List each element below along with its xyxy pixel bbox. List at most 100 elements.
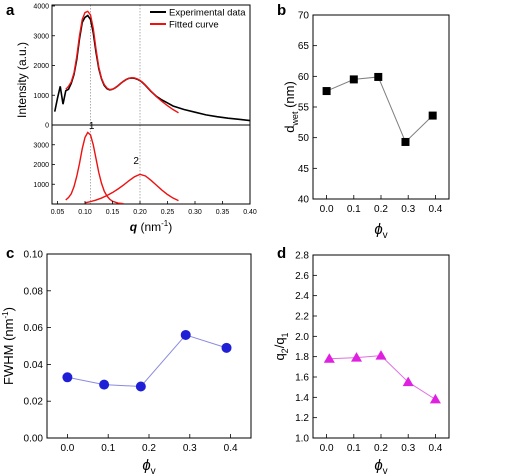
x-axis-label-b: ϕv — [374, 221, 387, 241]
data-point-b-1 — [349, 75, 358, 84]
ytick-label-c-3: 0.06 — [24, 323, 44, 334]
xtick-label-b-0: 0.0 — [320, 204, 334, 215]
data-point-b-3 — [401, 137, 410, 146]
curves-top — [53, 10, 250, 122]
x-axis-label-close: ) — [168, 220, 172, 234]
data-point-b-0 — [322, 87, 331, 96]
ytick-label-top-0: 0 — [45, 123, 49, 130]
series-peak-2 — [84, 173, 179, 204]
xtick-label-b-4: 0.4 — [428, 204, 442, 215]
data-point-c-0 — [62, 372, 73, 383]
data-point-d-2 — [375, 350, 387, 360]
xtick-label-d-2: 0.2 — [374, 443, 388, 454]
x-axis-label-a: q (nm-1) — [130, 219, 172, 234]
data-point-b-2 — [374, 72, 383, 81]
plot-frame-d — [312, 254, 450, 439]
plot-frame-bottom — [51, 124, 251, 205]
ytick-label-b-6: 70 — [298, 11, 310, 22]
data-point-d-0 — [323, 353, 335, 363]
y-label-d: d — [282, 126, 297, 133]
ytick-label-d-2: 1.4 — [295, 393, 309, 404]
y-axis-label-c: FWHM (nm-1) — [1, 307, 16, 385]
xtick-label-c-2: 0.2 — [142, 443, 156, 454]
ytick-label-top-4: 4000 — [33, 4, 49, 11]
x-axis-label-phi-b: ϕ — [374, 221, 382, 238]
ytick-label-top-3: 3000 — [33, 33, 49, 40]
ytick-label-top-1: 1000 — [33, 93, 49, 100]
xtick-label-4: 0.25 — [161, 209, 175, 216]
ytick-label-b-2: 50 — [298, 133, 310, 144]
ytick-label-d-9: 2.8 — [295, 251, 309, 262]
ytick-label-c-1: 0.02 — [24, 397, 44, 408]
xtick-label-5: 0.30 — [188, 209, 202, 216]
series-peak-1 — [65, 131, 124, 204]
ytick-label-b-5: 65 — [298, 41, 310, 52]
plot-frame-b — [312, 14, 450, 200]
y-label-sub-1: 1 — [280, 332, 290, 337]
panel-c: c 0.0 0.1 0.2 0.3 0.4 0.00 0.02 0.04 0.06 0.08 0.10… — [1, 245, 252, 475]
xtick-label-d-1: 0.1 — [347, 443, 361, 454]
series-line-d — [329, 355, 436, 400]
xtick-label-c-0: 0.0 — [60, 443, 74, 454]
x-axis-label-q: q — [130, 220, 138, 234]
y-label-fwhm: FWHM (nm — [1, 319, 16, 385]
ytick-label-c-0: 0.00 — [24, 434, 44, 445]
data-point-c-1 — [99, 379, 110, 390]
x-axis-label-sub-c: v — [151, 466, 156, 475]
panel-a: a 0 1000 2000 3000 4000 1000 2000 3000 0.05 0.10 0.… — [6, 2, 257, 234]
xtick-label-d-4: 0.4 — [428, 443, 442, 454]
curves-bottom — [65, 131, 179, 204]
panel-letter-a: a — [6, 2, 15, 19]
panel-b: b 0.0 0.1 0.2 0.3 0.4 40 45 50 55 60 65 70 ϕv dwet (nm… — [277, 2, 450, 241]
data-point-c-2 — [135, 381, 146, 392]
ytick-label-d-5: 2.0 — [295, 332, 309, 343]
panel-letter-b: b — [277, 2, 286, 19]
data-point-d-1 — [351, 352, 363, 362]
xtick-label-6: 0.35 — [216, 209, 230, 216]
x-axis-label-sub-d: v — [383, 466, 388, 475]
ytick-label-d-0: 1.0 — [295, 434, 309, 445]
xtick-label-d-0: 0.0 — [320, 443, 334, 454]
x-axis-label-phi-c: ϕ — [142, 457, 150, 474]
ytick-label-d-7: 2.4 — [295, 291, 309, 302]
y-axis-label-b: dwet (nm) — [282, 81, 300, 133]
y-label-mid: /q — [272, 337, 287, 348]
y-label-sub-2: 2 — [280, 348, 290, 353]
y-label-sub-wet: wet — [290, 111, 300, 127]
ytick-label-d-1: 1.2 — [295, 413, 309, 424]
xtick-label-b-1: 0.1 — [347, 204, 361, 215]
ytick-label-bottom-0: 1000 — [33, 182, 49, 189]
y-label-close-c: ) — [1, 307, 16, 311]
xtick-label-0: 0.05 — [51, 209, 65, 216]
ytick-label-d-4: 1.8 — [295, 352, 309, 363]
ytick-label-c-4: 0.08 — [24, 286, 44, 297]
x-axis-label-exp: -1 — [161, 219, 169, 228]
series-line-b — [326, 76, 434, 143]
series-line-c — [67, 334, 227, 387]
data-point-c-4 — [221, 342, 232, 353]
data-point-b-4 — [428, 111, 437, 120]
xtick-label-b-3: 0.3 — [401, 204, 415, 215]
xtick-label-b-2: 0.2 — [374, 204, 388, 215]
xtick-label-c-3: 0.3 — [183, 443, 197, 454]
ytick-label-b-0: 40 — [298, 195, 310, 206]
xtick-label-c-4: 0.4 — [224, 443, 238, 454]
y-axis-label-d: q2/q1 — [272, 332, 290, 360]
peak-label-1: 1 — [89, 121, 95, 132]
ytick-label-bottom-1: 2000 — [33, 162, 49, 169]
legend-label-experimental: Experimental data — [169, 8, 246, 19]
ytick-label-b-3: 55 — [298, 103, 310, 114]
data-point-d-4 — [429, 393, 441, 404]
series-fitted-curve — [65, 10, 179, 114]
data-point-d-3 — [402, 376, 414, 387]
xtick-label-2: 0.15 — [106, 209, 120, 216]
xtick-label-7: 0.40 — [243, 209, 257, 216]
ytick-label-b-4: 60 — [298, 72, 310, 83]
xtick-label-3: 0.20 — [133, 209, 147, 216]
xtick-label-c-1: 0.1 — [101, 443, 115, 454]
series-experimental-data — [53, 14, 250, 122]
x-axis-label-sub-b: v — [383, 230, 388, 241]
ytick-label-d-6: 2.2 — [295, 312, 309, 323]
panel-letter-c: c — [6, 245, 14, 262]
